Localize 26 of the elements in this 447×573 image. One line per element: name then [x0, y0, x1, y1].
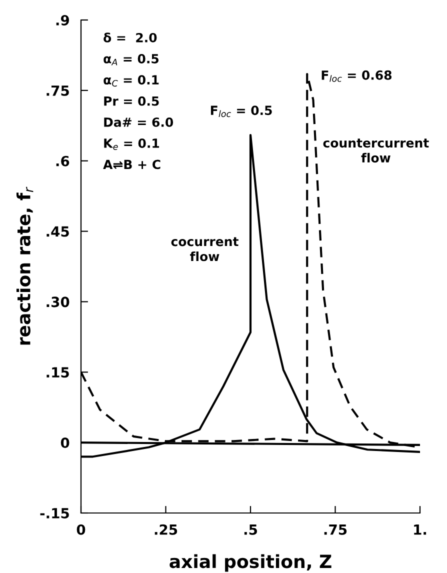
- annotation: F$_{loc}$ = 0.5: [210, 106, 272, 118]
- y-axis-title: reaction rate, f$_{r}$: [16, 186, 34, 345]
- y-tick-label: .15: [46, 367, 69, 378]
- x-tick-label: .5: [244, 524, 257, 535]
- annotation: Da# = 6.0: [104, 117, 174, 127]
- y-tick-label: .75: [46, 86, 69, 96]
- y-tick-label: .6: [56, 156, 70, 166]
- y-tick-label: -.15: [40, 508, 69, 518]
- annotation: cocurrent flow: [171, 237, 238, 262]
- y-tick-label: .30: [46, 296, 70, 308]
- annotation: Pr = 0.5: [104, 96, 159, 106]
- annotation: countercurrent flow: [323, 138, 429, 163]
- annotation: A⇌B + C: [103, 160, 160, 170]
- annotation: α$_{A}$ = 0.5: [104, 54, 159, 66]
- annotation: δ = 2.0: [104, 32, 157, 42]
- x-tick-label: 1.: [414, 524, 426, 535]
- annotation: F$_{loc}$ = 0.68: [322, 70, 392, 82]
- x-tick-label: .75: [324, 524, 347, 535]
- x-tick-label: .25: [154, 524, 178, 535]
- annotation: α$_{C}$ = 0.1: [104, 75, 159, 87]
- x-axis-title: axial position, Z: [170, 554, 332, 572]
- y-tick-label: .45: [46, 226, 69, 237]
- y-tick-label: .9: [56, 14, 69, 26]
- annotation: K$_{e}$ = 0.1: [104, 138, 160, 150]
- y-tick-label: 0: [60, 438, 70, 448]
- x-tick-label: 0: [76, 524, 86, 535]
